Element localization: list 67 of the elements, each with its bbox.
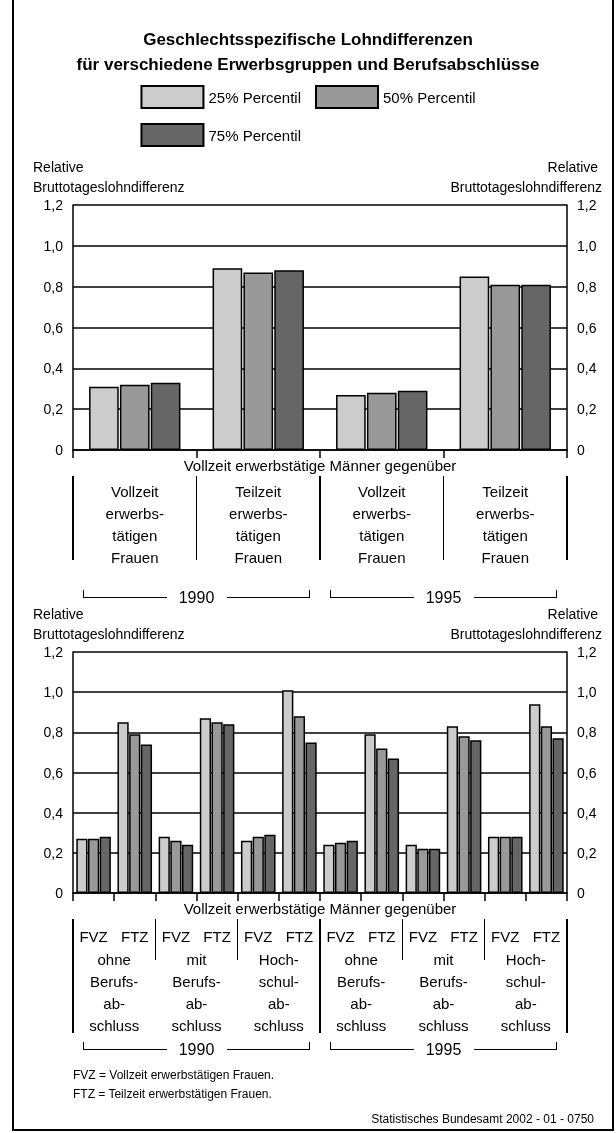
- y2-tick-label: 1,0: [577, 237, 597, 254]
- y2-tick-label: 1,2: [577, 644, 597, 660]
- y-axis-title: Relative Bruttotageslohndifferenz: [33, 159, 185, 195]
- x-axis-title: Vollzeit erwerbstätige Männer gegenüber: [183, 456, 457, 474]
- y2-tick-label: 0: [577, 885, 585, 901]
- x-tick-label: Vollzeit erwerbs- tätigen Frauen: [105, 482, 164, 566]
- text: ohne Berufs- ab- schluss: [335, 950, 388, 1036]
- x-tick-label: FVZ: [79, 927, 108, 945]
- text: 1995: [413, 588, 474, 608]
- x-tick-label: FTZ: [203, 927, 231, 945]
- text: mit Berufs- ab- schluss: [170, 950, 223, 1036]
- x-tick-label: FTZ: [532, 927, 561, 945]
- y2-axis-title: Relative Bruttotageslohndifferenz: [450, 606, 602, 642]
- y2-tick-label: 0,6: [577, 319, 597, 336]
- x-tick-label: FTZ: [450, 927, 478, 945]
- y-tick-label: 0,8: [43, 278, 64, 295]
- chart-title: Geschlechtsspezifische Lohndifferenzen für verschiedene Erwerbsgruppen und Berufsabschlüsse: [76, 30, 540, 74]
- y-tick-label: 0,4: [43, 360, 64, 377]
- y-tick-label: 0,8: [43, 724, 64, 741]
- y2-tick-label: 0,2: [577, 844, 597, 861]
- y2-tick-label: 0,4: [577, 360, 597, 377]
- y-tick-label: 1,2: [43, 197, 64, 213]
- y2-axis-title: Relative Bruttotageslohndifferenz: [450, 159, 602, 195]
- x-tick-label: FVZ: [244, 927, 273, 945]
- x-axis-title: Vollzeit erwerbstätige Männer gegenüber: [183, 899, 457, 917]
- text: Statistisches Bundesamt 2002 - 01 - 0750: [371, 1112, 594, 1126]
- x-tick-label: FTZ: [368, 927, 396, 945]
- text: 1995: [413, 1040, 474, 1060]
- text: ohne Berufs- ab- schluss: [88, 950, 141, 1036]
- x-tick-label: FVZ: [161, 927, 191, 945]
- y2-tick-label: 0,8: [577, 724, 597, 741]
- y-tick-label: 0,2: [43, 401, 64, 418]
- x-tick-label: FVZ: [326, 927, 355, 945]
- text: Hoch- schul- ab- schluss: [499, 950, 552, 1036]
- y-tick-label: 0,4: [43, 804, 64, 821]
- x-tick-label: Vollzeit erwerbs- tätigen Frauen: [352, 482, 411, 566]
- y2-tick-label: 1,0: [577, 684, 597, 701]
- y-tick-label: 0,6: [43, 319, 64, 336]
- text: 1990: [166, 1040, 227, 1060]
- y-tick-label: 1,2: [43, 644, 64, 660]
- y2-tick-label: 0: [577, 442, 585, 458]
- x-tick-label: FVZ: [491, 927, 520, 945]
- y-axis-title: Relative Bruttotageslohndifferenz: [33, 606, 185, 642]
- text: Hoch- schul- ab- schluss: [252, 950, 305, 1036]
- x-tick-label: FVZ: [408, 927, 438, 945]
- y2-tick-label: 1,2: [577, 197, 597, 213]
- y2-tick-label: 0,6: [577, 764, 597, 781]
- text: FTZ = Teilzeit erwerbstätigen Frauen.: [73, 1087, 272, 1101]
- legend-label: 75% Percentil: [208, 126, 302, 144]
- legend-label: 25% Percentil: [208, 88, 302, 106]
- x-tick-label: Teilzeit erwerbs- tätigen Frauen: [229, 482, 288, 566]
- y2-tick-label: 0,2: [577, 401, 597, 418]
- y-tick-label: 0,6: [43, 764, 64, 781]
- x-tick-label: FTZ: [285, 927, 314, 945]
- y2-tick-label: 0,8: [577, 278, 597, 295]
- x-tick-label: Teilzeit erwerbs- tätigen Frauen: [476, 482, 535, 566]
- x-tick-label: FTZ: [121, 927, 149, 945]
- y-tick-label: 0: [55, 885, 64, 901]
- y-tick-label: 0,2: [43, 844, 64, 861]
- legend-label: 50% Percentil: [383, 88, 476, 106]
- y-tick-label: 1,0: [43, 684, 64, 701]
- text: 1990: [166, 588, 227, 608]
- y2-tick-label: 0,4: [577, 804, 597, 821]
- y-tick-label: 1,0: [43, 237, 64, 254]
- y-tick-label: 0: [55, 442, 64, 458]
- text: FVZ = Vollzeit erwerbstätigen Frauen.: [73, 1068, 275, 1082]
- text: mit Berufs- ab- schluss: [417, 950, 470, 1036]
